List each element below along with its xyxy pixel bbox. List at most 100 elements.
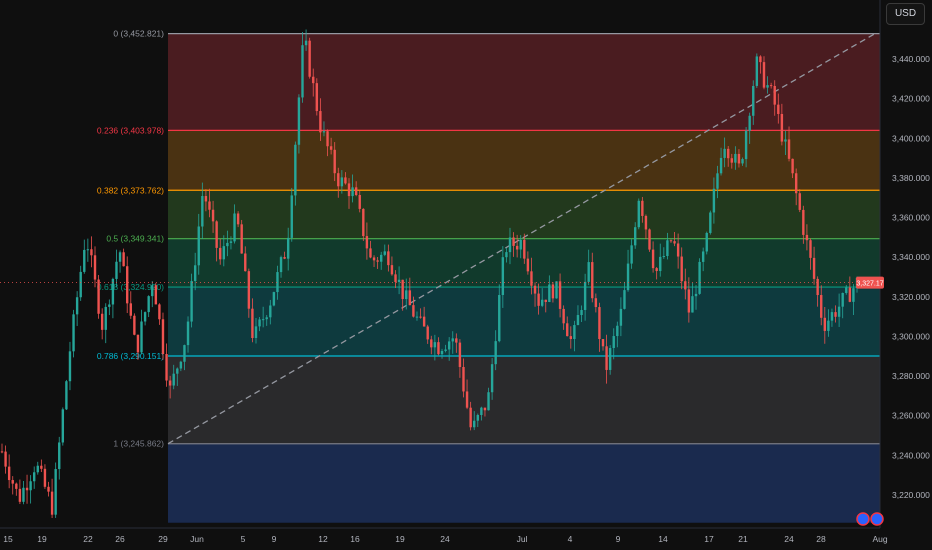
price-tick-label: 3,400.000 bbox=[892, 133, 930, 143]
candle-body bbox=[29, 481, 32, 491]
candle-body bbox=[405, 290, 408, 300]
candle-body bbox=[68, 351, 72, 382]
candle-body bbox=[333, 149, 336, 174]
time-tick-label: 9 bbox=[616, 534, 621, 544]
candle-body bbox=[798, 193, 801, 210]
price-tick-label: 3,240.000 bbox=[892, 450, 930, 460]
candle-body bbox=[65, 381, 68, 410]
candle-body bbox=[90, 249, 93, 256]
candle-body bbox=[741, 159, 744, 164]
candle-body bbox=[501, 257, 505, 296]
candle-body bbox=[444, 349, 447, 351]
flag-icon[interactable] bbox=[856, 512, 870, 526]
candle-body bbox=[769, 85, 773, 87]
candle-body bbox=[648, 229, 651, 250]
fib-label-0: 0 (3,452.821) bbox=[113, 29, 164, 39]
candle-body bbox=[576, 315, 580, 326]
candle-body bbox=[261, 319, 265, 321]
candle-body bbox=[272, 292, 276, 306]
candle-body bbox=[820, 295, 823, 318]
fib-levels: 0 (3,452.821) 0.236 (3,403.978) 0.382 (3,3… bbox=[97, 29, 880, 449]
candle-body bbox=[40, 465, 43, 469]
candle-body bbox=[601, 339, 605, 347]
candle-body bbox=[515, 245, 519, 250]
candle-body bbox=[480, 407, 483, 415]
candle-body bbox=[251, 308, 254, 339]
candle-body bbox=[662, 255, 666, 257]
candle-body bbox=[659, 256, 662, 272]
event-flags[interactable] bbox=[856, 512, 884, 526]
candle-body bbox=[380, 254, 383, 262]
candle-body bbox=[329, 146, 333, 150]
price-tick-label: 3,280.000 bbox=[892, 371, 930, 381]
candle-body bbox=[540, 299, 544, 306]
candles bbox=[0, 29, 880, 518]
fib-label-0.382: 0.382 (3,373.762) bbox=[97, 185, 164, 195]
time-tick-label: 15 bbox=[3, 534, 13, 544]
time-tick-label: Jun bbox=[190, 534, 204, 544]
time-tick-label: 22 bbox=[83, 534, 93, 544]
candle-body bbox=[193, 265, 197, 282]
candle-body bbox=[47, 486, 50, 492]
time-tick-label: 14 bbox=[658, 534, 668, 544]
candle-body bbox=[304, 40, 308, 46]
candle-body bbox=[841, 292, 844, 307]
candle-body bbox=[115, 261, 118, 279]
candle-body bbox=[344, 177, 347, 184]
candle-body bbox=[93, 255, 97, 280]
candle-body bbox=[694, 293, 698, 297]
candle-body bbox=[340, 177, 344, 187]
candle-body bbox=[197, 226, 200, 266]
candle-body bbox=[651, 249, 655, 269]
candle-body bbox=[172, 373, 175, 386]
fib-band-1 bbox=[168, 130, 880, 191]
price-tick-label: 3,340.000 bbox=[892, 252, 930, 262]
candle-body bbox=[594, 298, 598, 308]
candle-body bbox=[498, 295, 501, 342]
candle-body bbox=[86, 249, 90, 251]
candle-body bbox=[383, 251, 386, 255]
candle-body bbox=[752, 85, 755, 116]
candle-body bbox=[537, 293, 540, 306]
candle-body bbox=[312, 76, 315, 84]
time-tick-label: 28 bbox=[816, 534, 826, 544]
candle-body bbox=[176, 368, 179, 374]
time-tick-label: 17 bbox=[704, 534, 714, 544]
candle-body bbox=[236, 213, 240, 225]
candle-body bbox=[508, 237, 512, 253]
candle-body bbox=[837, 306, 841, 317]
candle-body bbox=[598, 307, 601, 340]
candle-body bbox=[530, 271, 533, 286]
candle-body bbox=[354, 187, 358, 196]
fib-bands bbox=[168, 33, 880, 523]
candle-body bbox=[376, 260, 379, 262]
candle-body bbox=[347, 183, 351, 197]
time-tick-label: 4 bbox=[568, 534, 573, 544]
price-tick-label: 3,260.000 bbox=[892, 411, 930, 421]
candle-body bbox=[558, 281, 562, 309]
candle-body bbox=[691, 296, 694, 313]
candle-body bbox=[734, 153, 737, 163]
candle-body bbox=[208, 201, 211, 210]
candle-body bbox=[612, 336, 615, 349]
candle-body bbox=[72, 314, 75, 352]
candle-body bbox=[215, 221, 218, 248]
candle-body bbox=[32, 472, 36, 482]
candle-body bbox=[551, 284, 555, 299]
candle-body bbox=[730, 158, 733, 163]
candle-body bbox=[777, 104, 780, 114]
candle-body bbox=[587, 262, 590, 282]
candle-body bbox=[555, 281, 558, 299]
currency-button[interactable]: USD bbox=[886, 3, 925, 25]
candle-body bbox=[623, 290, 626, 309]
flag-icon[interactable] bbox=[870, 512, 884, 526]
candle-body bbox=[469, 407, 472, 428]
time-tick-label: 12 bbox=[318, 534, 328, 544]
candle-body bbox=[462, 367, 465, 392]
candle-body bbox=[372, 257, 376, 261]
candle-body bbox=[680, 256, 683, 282]
candle-body bbox=[845, 287, 848, 293]
time-tick-label: Aug bbox=[872, 534, 887, 544]
candle-body bbox=[505, 252, 508, 258]
time-tick-label: 16 bbox=[350, 534, 360, 544]
